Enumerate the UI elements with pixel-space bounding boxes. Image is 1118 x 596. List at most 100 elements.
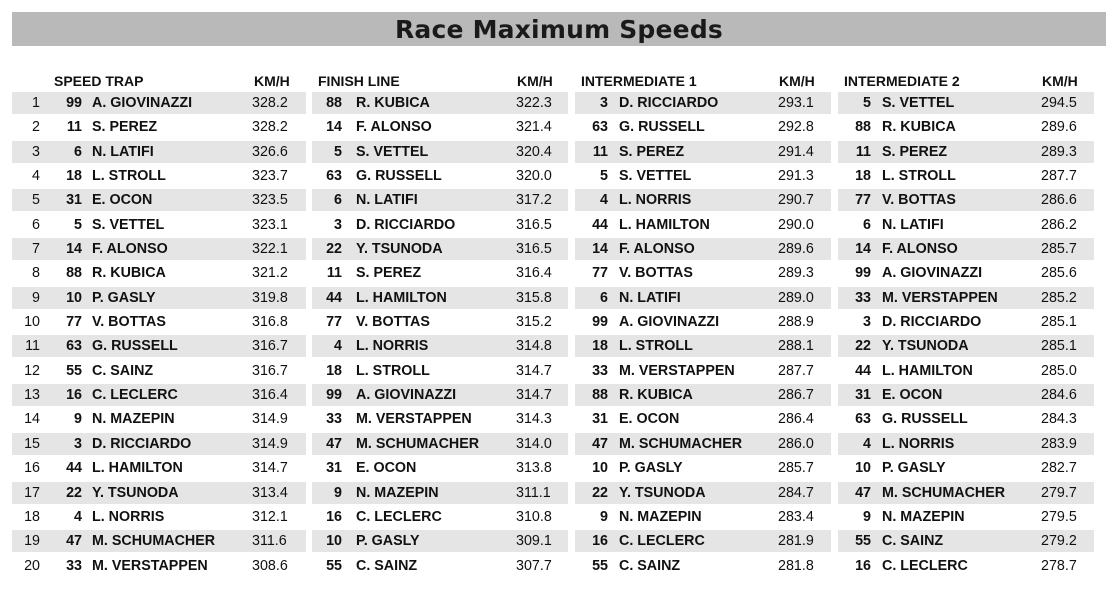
speed-cell: 323.5 [252,192,288,209]
speed-cell: 316.4 [516,265,552,282]
driver-cell: C. SAINZ [92,362,154,379]
column-heading: INTERMEDIATE 2 [844,73,960,89]
car-number-cell: 31 [592,411,608,428]
car-number-cell: 77 [326,314,342,331]
driver-cell: F. ALONSO [619,241,695,258]
table-row: 31 E. OCON 286.4 [575,408,831,430]
car-number-cell: 44 [66,460,82,477]
position-cell: 12 [24,362,40,379]
table-row: 2 11 S. PEREZ 328.2 [12,116,306,138]
table-row: 14 F. ALONSO 321.4 [312,116,568,138]
car-number-cell: 31 [855,387,871,404]
speed-cell: 279.5 [1041,508,1077,525]
speed-cell: 321.4 [516,119,552,136]
car-number-cell: 55 [326,557,342,574]
table-row: 8 88 R. KUBICA 321.2 [12,262,306,284]
driver-cell: L. NORRIS [882,435,955,452]
table-header: FINISH LINE KM/H [312,70,568,92]
column-heading: INTERMEDIATE 1 [581,73,697,89]
driver-cell: D. RICCIARDO [356,216,456,233]
table-row: 4 L. NORRIS 314.8 [312,335,568,358]
table-row: 4 18 L. STROLL 323.7 [12,165,306,187]
speed-cell: 315.8 [516,289,552,306]
driver-cell: N. MAZEPIN [356,484,439,501]
table-row: 15 3 D. RICCIARDO 314.9 [12,432,306,455]
driver-cell: G. RUSSELL [882,411,968,428]
driver-cell: E. OCON [619,411,680,428]
table-row: 3 6 N. LATIFI 326.6 [12,140,306,163]
speed-cell: 286.7 [778,387,814,404]
driver-cell: S. VETTEL [882,95,955,111]
speed-cell: 322.3 [516,95,552,111]
table-row: 20 33 M. VERSTAPPEN 308.6 [12,555,306,577]
table-row: 11 63 G. RUSSELL 316.7 [12,335,306,358]
driver-cell: Y. TSUNODA [92,484,179,501]
position-cell: 3 [32,143,40,160]
speed-cell: 286.6 [1041,192,1077,209]
speed-cell: 284.3 [1041,411,1077,428]
table-row: 9 N. MAZEPIN 283.4 [575,506,831,528]
table-row: 18 4 L. NORRIS 312.1 [12,506,306,528]
speed-cell: 310.8 [516,508,552,525]
car-number-cell: 99 [855,265,871,282]
position-cell: 8 [32,265,40,282]
table-row: 5 S. VETTEL 320.4 [312,140,568,163]
table-row: 16 C. LECLERC 310.8 [312,506,568,528]
speed-cell: 282.7 [1041,460,1077,477]
car-number-cell: 5 [74,216,82,233]
driver-cell: L. STROLL [882,168,956,185]
driver-cell: L. STROLL [619,338,693,355]
car-number-cell: 18 [66,168,82,185]
position-cell: 19 [24,533,40,550]
car-number-cell: 9 [334,484,342,501]
speed-cell: 288.1 [778,338,814,355]
speed-cell: 314.9 [252,435,288,452]
speed-cell: 314.7 [516,387,552,404]
unit-heading: KM/H [779,73,815,89]
driver-cell: L. STROLL [92,168,166,185]
car-number-cell: 6 [334,192,342,209]
table-row: 99 A. GIOVINAZZI 314.7 [312,384,568,407]
car-number-cell: 44 [592,216,608,233]
driver-cell: M. VERSTAPPEN [619,362,735,379]
table-row: 88 R. KUBICA 289.6 [838,116,1094,138]
driver-cell: Y. TSUNODA [619,484,706,501]
speed-cell: 289.3 [778,265,814,282]
car-number-cell: 31 [66,192,82,209]
speed-cell: 314.9 [252,411,288,428]
car-number-cell: 16 [592,533,608,550]
driver-cell: Y. TSUNODA [356,241,443,258]
table-row: 44 L. HAMILTON 290.0 [575,214,831,236]
driver-cell: S. PEREZ [92,119,158,136]
speed-cell: 289.3 [1041,143,1077,160]
driver-cell: S. PEREZ [619,143,685,160]
table-row: 4 L. NORRIS 290.7 [575,189,831,212]
driver-cell: D. RICCIARDO [92,435,192,452]
table-row: 18 L. STROLL 287.7 [838,165,1094,187]
speed-cell: 293.1 [778,95,814,111]
table-row: 11 S. PEREZ 289.3 [838,140,1094,163]
driver-cell: E. OCON [356,460,417,477]
table-header: INTERMEDIATE 2 KM/H [838,70,1094,92]
speed-cell: 308.6 [252,557,288,574]
table-row: 3 D. RICCIARDO 285.1 [838,311,1094,333]
speed-cell: 314.7 [516,362,552,379]
table-row: 63 G. RUSSELL 284.3 [838,408,1094,430]
driver-cell: N. MAZEPIN [619,508,702,525]
driver-cell: L. NORRIS [619,192,692,209]
table-row: 18 L. STROLL 314.7 [312,360,568,382]
driver-cell: N. LATIFI [619,289,681,306]
driver-cell: S. PEREZ [356,265,422,282]
car-number-cell: 18 [855,168,871,185]
driver-cell: A. GIOVINAZZI [619,314,720,331]
car-number-cell: 77 [66,314,82,331]
driver-cell: V. BOTTAS [356,314,430,331]
driver-cell: V. BOTTAS [92,314,166,331]
car-number-cell: 33 [66,557,82,574]
table-rows: 5 S. VETTEL 294.5 88 R. KUBICA 289.6 11 S. PERE… [838,92,1094,577]
speed-cell: 320.0 [516,168,552,185]
table-row: 7 14 F. ALONSO 322.1 [12,238,306,261]
finish-line-table: FINISH LINE KM/H 88 R. KUBICA 322.3 14 F. AL… [312,70,568,579]
car-number-cell: 99 [592,314,608,331]
driver-cell: M. SCHUMACHER [356,435,480,452]
